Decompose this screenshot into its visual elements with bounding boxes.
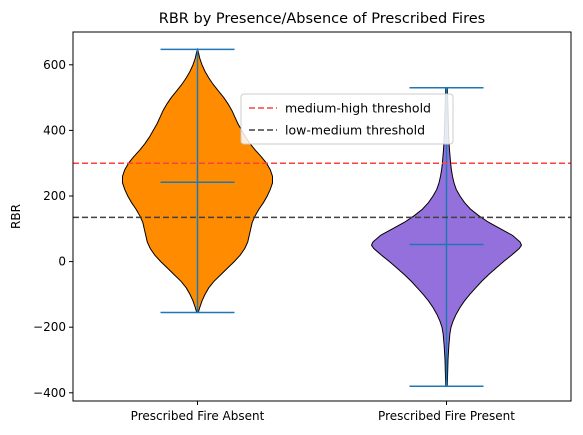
x-axis-ticks: Prescribed Fire Absent Prescribed Fire Pr… <box>131 401 515 423</box>
legend: medium-high threshold low-medium threshol… <box>240 93 454 145</box>
legend-label-2: low-medium threshold <box>285 123 425 138</box>
y-tick-label: 200 <box>43 189 66 203</box>
x-tick-label: Prescribed Fire Absent <box>131 409 265 423</box>
legend-label-1: medium-high threshold <box>285 101 431 116</box>
x-tick-label: Prescribed Fire Present <box>378 409 515 423</box>
y-tick-label: −200 <box>33 320 66 334</box>
y-tick-label: 600 <box>43 58 66 72</box>
markers-layer <box>160 48 484 387</box>
y-tick-label: 400 <box>43 123 66 137</box>
y-axis-ticks: −400 −200 0 200 400 600 <box>33 58 73 400</box>
reference-lines-layer <box>73 162 571 219</box>
y-axis-label: RBR <box>9 204 23 229</box>
legend-box <box>240 93 454 145</box>
y-tick-label: 0 <box>58 255 66 269</box>
y-tick-label: −400 <box>33 386 66 400</box>
chart-title: RBR by Presence/Absence of Prescribed Fi… <box>159 11 485 27</box>
plot-frame <box>72 31 572 402</box>
